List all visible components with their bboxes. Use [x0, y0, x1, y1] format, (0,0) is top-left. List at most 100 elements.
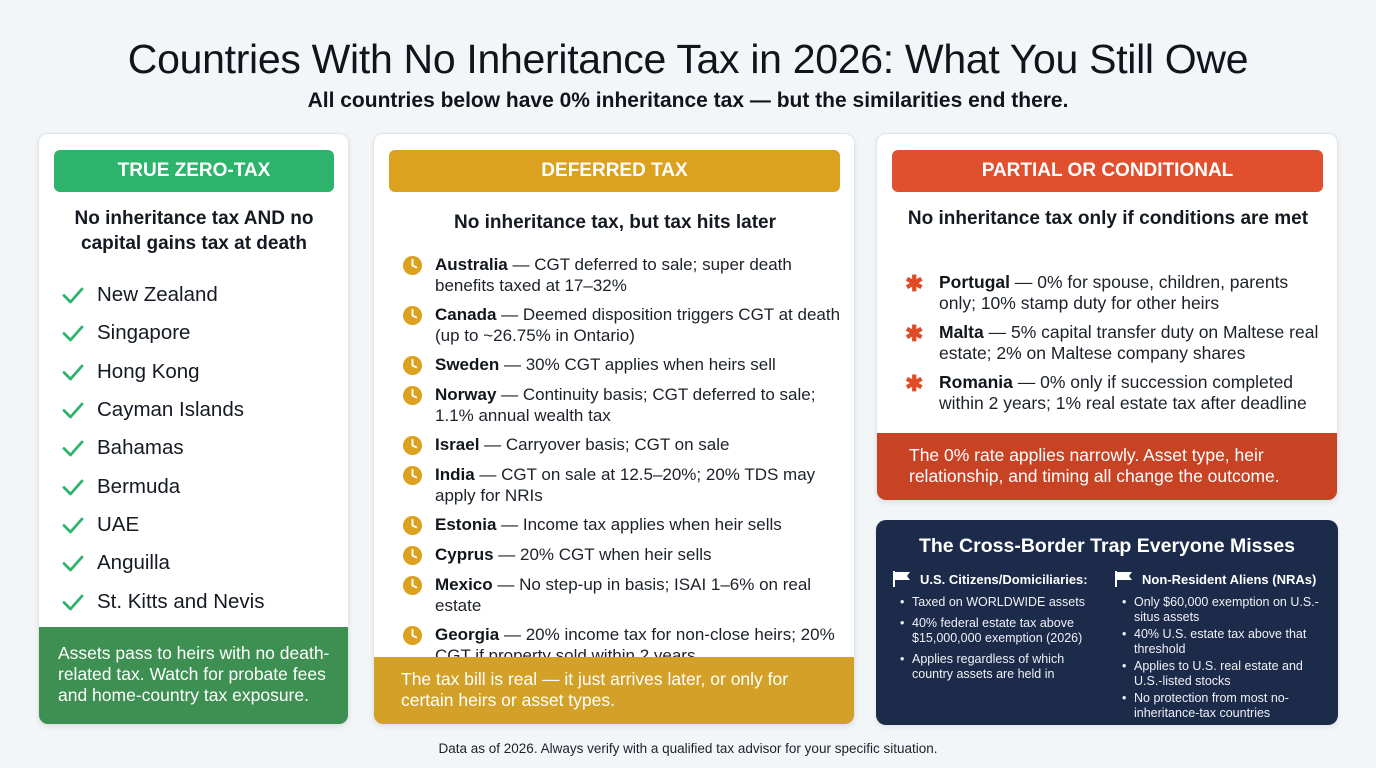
- clock-icon: [402, 355, 423, 376]
- list-item: Israel — Carryover basis; CGT on sale: [402, 434, 842, 456]
- list-item: Singapore: [61, 314, 264, 352]
- list-item: St. Kitts and Nevis: [61, 582, 264, 620]
- country-name: St. Kitts and Nevis: [97, 589, 265, 613]
- true-zero-country-list: New Zealand Singapore Hong Kong Cayman Isla…: [61, 276, 264, 621]
- bullet-item: 40% federal estate tax above $15,000,000…: [900, 616, 1102, 646]
- country-detail: — Deemed disposition triggers CGT at dea…: [435, 305, 841, 345]
- list-item: Sweden — 30% CGT applies when heirs sell: [402, 354, 842, 376]
- check-icon: [62, 402, 84, 419]
- bullet-item: Applies to U.S. real estate and U.S.-lis…: [1122, 659, 1324, 689]
- nra-column: Non-Resident Aliens (NRAs) Only $60,000 …: [1114, 570, 1324, 723]
- country-name: Hong Kong: [97, 359, 200, 383]
- asterisk-icon: ✱: [905, 321, 924, 346]
- country-name: Cayman Islands: [97, 398, 244, 422]
- bullet-item: No protection from most no-inheritance-t…: [1122, 691, 1324, 721]
- country-name: Singapore: [97, 321, 191, 345]
- partial-card: PARTIAL OR CONDITIONAL No inheritance ta…: [876, 133, 1338, 501]
- country-detail: — 0% only if succession completed within…: [939, 372, 1307, 413]
- list-item: ✱ Romania — 0% only if succession complet…: [905, 372, 1325, 414]
- partial-label: PARTIAL OR CONDITIONAL: [892, 150, 1323, 192]
- true-zero-footer: Assets pass to heirs with no death-relat…: [39, 627, 348, 724]
- list-item: ✱ Malta — 5% capital transfer duty on Mal…: [905, 322, 1325, 364]
- item-text: Canada — Deemed disposition triggers CGT…: [435, 304, 842, 346]
- item-text: Cyprus — 20% CGT when heir sells: [435, 544, 712, 566]
- list-item: Australia — CGT deferred to sale; super …: [402, 254, 842, 296]
- clock-icon: [402, 255, 423, 276]
- us-citizens-column: U.S. Citizens/Domiciliaries: Taxed on WO…: [892, 570, 1102, 688]
- clock-icon: [402, 385, 423, 406]
- bullet-item: Applies regardless of which country asse…: [900, 652, 1102, 682]
- check-icon: [62, 479, 84, 496]
- deferred-heading: No inheritance tax, but tax hits later: [453, 212, 777, 233]
- country-name: Romania: [939, 372, 1013, 392]
- us-citizens-heading-text: U.S. Citizens/Domiciliaries:: [920, 571, 1088, 587]
- list-item: Anguilla: [61, 544, 264, 582]
- country-name: Portugal: [939, 272, 1010, 292]
- bullet-item: 40% U.S. estate tax above that threshold: [1122, 627, 1324, 657]
- country-name: Israel: [435, 435, 480, 454]
- check-icon: [62, 287, 84, 304]
- true-zero-card: TRUE ZERO-TAX No inheritance tax AND no …: [38, 133, 349, 725]
- check-icon: [62, 440, 84, 457]
- clock-icon: [402, 575, 423, 596]
- true-zero-heading: No inheritance tax AND no capital gains …: [74, 208, 314, 254]
- item-text: Romania — 0% only if succession complete…: [939, 372, 1325, 414]
- flag-icon: [893, 571, 910, 587]
- country-detail: — 5% capital transfer duty on Maltese re…: [939, 322, 1319, 363]
- deferred-footer: The tax bill is real — it just arrives l…: [374, 657, 854, 724]
- country-detail: — 20% CGT when heir sells: [493, 545, 712, 564]
- list-item: ✱ Portugal — 0% for spouse, children, par…: [905, 272, 1325, 314]
- asterisk-icon: ✱: [905, 371, 924, 396]
- country-detail: — Carryover basis; CGT on sale: [479, 435, 730, 454]
- check-icon: [62, 364, 84, 381]
- list-item: Cayman Islands: [61, 391, 264, 429]
- country-detail: — 30% CGT applies when heirs sell: [499, 355, 776, 374]
- cross-border-trap-card: The Cross-Border Trap Everyone Misses U.…: [876, 520, 1338, 725]
- country-name: Australia: [435, 255, 508, 274]
- country-name: Sweden: [435, 355, 500, 374]
- check-icon: [62, 326, 84, 342]
- country-name: Bahamas: [97, 436, 184, 460]
- item-text: India — CGT on sale at 12.5–20%; 20% TDS…: [435, 464, 842, 506]
- country-name: Malta: [939, 322, 984, 342]
- country-detail: — 0% for spouse, children, parents only;…: [939, 272, 1289, 313]
- nra-heading-text: Non-Resident Aliens (NRAs): [1142, 571, 1317, 587]
- us-citizens-bullets: Taxed on WORLDWIDE assets 40% federal est…: [892, 595, 1102, 682]
- item-text: Portugal — 0% for spouse, children, pare…: [939, 272, 1325, 314]
- country-name: New Zealand: [97, 283, 218, 307]
- country-detail: — No step-up in basis; ISAI 1–6% on real…: [435, 575, 812, 615]
- clock-icon: [402, 545, 423, 566]
- check-icon: [62, 517, 84, 534]
- nra-heading: Non-Resident Aliens (NRAs): [1114, 570, 1324, 588]
- bullet-item: Taxed on WORLDWIDE assets: [900, 595, 1102, 610]
- list-item: Bahamas: [61, 429, 264, 467]
- true-zero-label: TRUE ZERO-TAX: [54, 150, 334, 192]
- deferred-card: DEFERRED TAX No inheritance tax, but tax…: [373, 133, 855, 725]
- page-title: Countries With No Inheritance Tax in 202…: [127, 36, 1249, 82]
- clock-icon: [402, 625, 423, 646]
- flag-icon: [1115, 571, 1132, 587]
- item-text: Malta — 5% capital transfer duty on Malt…: [939, 322, 1325, 364]
- bullet-item: Only $60,000 exemption on U.S.-situs ass…: [1122, 595, 1324, 625]
- country-name: Canada: [435, 305, 497, 324]
- list-item: Cyprus — 20% CGT when heir sells: [402, 544, 842, 566]
- clock-icon: [402, 515, 423, 536]
- clock-icon: [402, 435, 423, 456]
- list-item: Bermuda: [61, 467, 264, 505]
- item-text: Estonia — Income tax applies when heir s…: [435, 514, 782, 536]
- country-name: Norway: [435, 385, 497, 404]
- country-name: India: [435, 465, 475, 484]
- item-text: Norway — Continuity basis; CGT deferred …: [435, 384, 842, 426]
- list-item: Norway — Continuity basis; CGT deferred …: [402, 384, 842, 426]
- country-name: UAE: [97, 512, 140, 536]
- page-subtitle: All countries below have 0% inheritance …: [307, 89, 1069, 112]
- clock-icon: [402, 465, 423, 486]
- country-detail: — CGT on sale at 12.5–20%; 20% TDS may a…: [435, 465, 816, 505]
- country-name: Cyprus: [435, 545, 494, 564]
- item-text: Israel — Carryover basis; CGT on sale: [435, 434, 729, 456]
- deferred-label: DEFERRED TAX: [389, 150, 840, 192]
- country-name: Mexico: [435, 575, 493, 594]
- item-text: Mexico — No step-up in basis; ISAI 1–6% …: [435, 574, 842, 616]
- country-detail: — CGT deferred to sale; super death bene…: [435, 255, 792, 295]
- deferred-country-list: Australia — CGT deferred to sale; super …: [402, 254, 842, 674]
